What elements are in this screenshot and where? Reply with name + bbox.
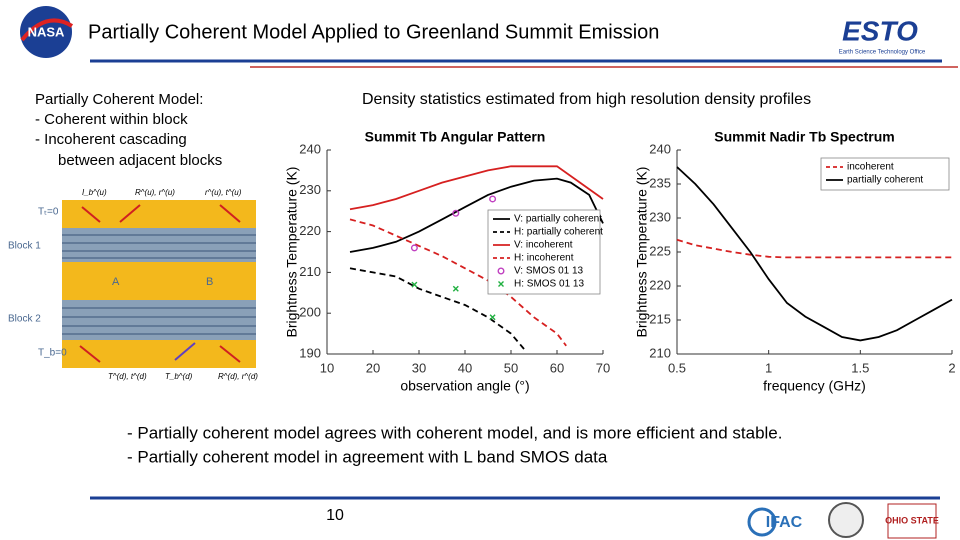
- legend-label: H: incoherent: [514, 253, 574, 264]
- esto-logo: ESTO Earth Science Technology Office: [839, 15, 926, 55]
- x-tick-label: 50: [504, 360, 518, 375]
- x-tick-label: 1: [765, 360, 772, 375]
- legend-box: [820, 157, 950, 191]
- arrow-label: T^(d), t^(d): [108, 372, 147, 381]
- esto-text: ESTO: [842, 15, 918, 46]
- y-tick-label: 220: [299, 223, 321, 238]
- page-number: 10: [326, 507, 344, 524]
- x-tick-label: 30: [412, 360, 426, 375]
- legend-label: V: partially coherent: [514, 214, 602, 225]
- chart-title: Summit Tb Angular Pattern: [365, 129, 546, 145]
- diagram-label: A: [112, 276, 120, 288]
- slide-title: Partially Coherent Model Applied to Gree…: [88, 21, 659, 43]
- diagram-label: T_b=0: [38, 348, 67, 359]
- layer-diagram: Tₜ=0 Block 1 Block 2 T_b=0 A B I_b^(u) R…: [8, 188, 258, 381]
- x-axis-label: frequency (GHz): [763, 378, 866, 394]
- x-tick-label: 60: [550, 360, 564, 375]
- nasa-text: NASA: [28, 24, 65, 39]
- x-tick-label: 10: [320, 360, 334, 375]
- diagram-label: B: [206, 276, 213, 288]
- bullet: - Partially coherent model in agreement …: [127, 447, 608, 466]
- left-item: - Incoherent cascading: [35, 131, 187, 148]
- marker: [410, 244, 418, 252]
- osu-text: OHIO STATE: [885, 515, 939, 525]
- series-line: [676, 238, 952, 259]
- y-axis-label: Brightness Temperature (K): [284, 167, 300, 338]
- left-item: - Coherent within block: [35, 111, 188, 128]
- marker: [411, 281, 418, 288]
- arrow-label: T_b^(d): [165, 372, 193, 381]
- x-axis-label: observation angle (°): [400, 378, 529, 394]
- legend-label: H: partially coherent: [514, 227, 603, 238]
- arrow-label: r^(u), t^(u): [205, 188, 242, 197]
- y-tick-label: 235: [649, 175, 671, 190]
- series-line: [349, 177, 604, 253]
- bullet: - Partially coherent model agrees with c…: [127, 423, 782, 442]
- x-tick-label: 40: [458, 360, 472, 375]
- series-line: [349, 218, 567, 347]
- legend-label: incoherent: [847, 162, 894, 173]
- y-tick-label: 190: [299, 345, 321, 360]
- arrow-label: R^(u), r^(u): [135, 188, 175, 197]
- legend-box: [487, 209, 601, 295]
- subtitle: Density statistics estimated from high r…: [362, 91, 811, 108]
- seal-logo: [828, 502, 864, 538]
- arrow-label: I_b^(u): [82, 188, 107, 197]
- x-tick-label: 1.5: [851, 360, 869, 375]
- legend-swatch: [497, 267, 505, 275]
- diagram-label: Block 1: [8, 241, 41, 252]
- y-tick-label: 220: [649, 277, 671, 292]
- x-tick-label: 20: [366, 360, 380, 375]
- ifac-logo: IFAC: [747, 507, 803, 537]
- x-tick-label: 0.5: [668, 360, 686, 375]
- chart-title: Summit Nadir Tb Spectrum: [714, 129, 894, 145]
- osu-logo: OHIO STATE: [885, 503, 939, 539]
- marker: [452, 285, 459, 292]
- y-tick-label: 240: [299, 141, 321, 156]
- diagram-label: Block 2: [8, 314, 41, 325]
- series-line: [676, 166, 953, 342]
- diagram-label: Tₜ=0: [38, 207, 59, 218]
- marker: [452, 209, 460, 217]
- series-line: [349, 165, 604, 211]
- y-axis-label: Brightness Temperature (K): [634, 167, 650, 338]
- y-tick-label: 200: [299, 305, 321, 320]
- legend-label: partially coherent: [847, 175, 923, 186]
- nasa-logo: NASA: [20, 6, 74, 58]
- left-heading: Partially Coherent Model:: [35, 91, 203, 108]
- charts: Summit Tb Angular Pattern190200210220230…: [284, 129, 956, 394]
- y-tick-label: 230: [649, 209, 671, 224]
- x-tick-label: 70: [596, 360, 610, 375]
- y-tick-label: 240: [649, 141, 671, 156]
- marker: [489, 195, 497, 203]
- y-tick-label: 210: [649, 345, 671, 360]
- legend-label: H: SMOS 01 13: [514, 279, 584, 290]
- arrow-label: R^(d), r^(d): [218, 372, 258, 381]
- y-tick-label: 210: [299, 264, 321, 279]
- y-tick-label: 215: [649, 311, 671, 326]
- legend-label: V: SMOS 01 13: [514, 266, 584, 277]
- series-line: [349, 267, 526, 351]
- legend-label: V: incoherent: [514, 240, 573, 251]
- legend-swatch: [498, 281, 504, 287]
- left-item: between adjacent blocks: [58, 152, 222, 169]
- ifac-text: IFAC: [766, 514, 803, 531]
- y-tick-label: 225: [649, 243, 671, 258]
- esto-sub: Earth Science Technology Office: [839, 50, 926, 56]
- y-tick-label: 230: [299, 182, 321, 197]
- marker: [489, 314, 496, 321]
- x-tick-label: 2: [948, 360, 955, 375]
